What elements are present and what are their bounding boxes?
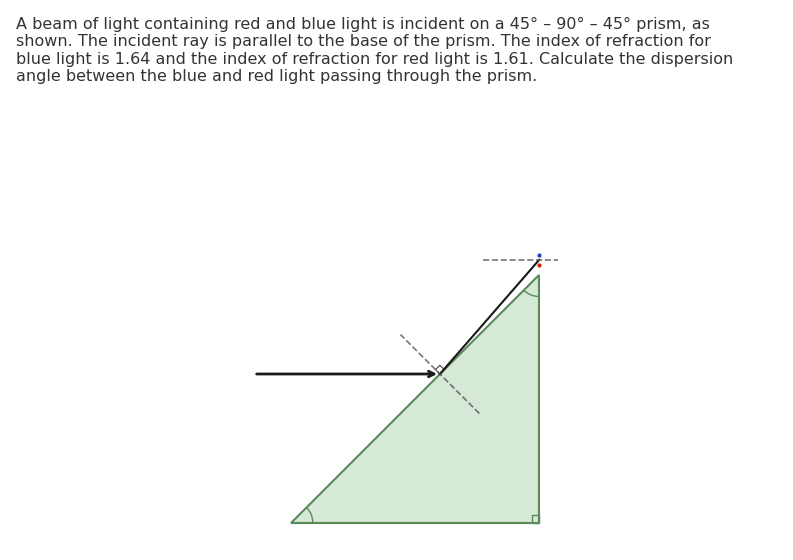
- Text: A beam of light containing red and blue light is incident on a 45° – 90° – 45° p: A beam of light containing red and blue …: [16, 17, 733, 84]
- Polygon shape: [291, 275, 539, 523]
- Bar: [531, 515, 539, 523]
